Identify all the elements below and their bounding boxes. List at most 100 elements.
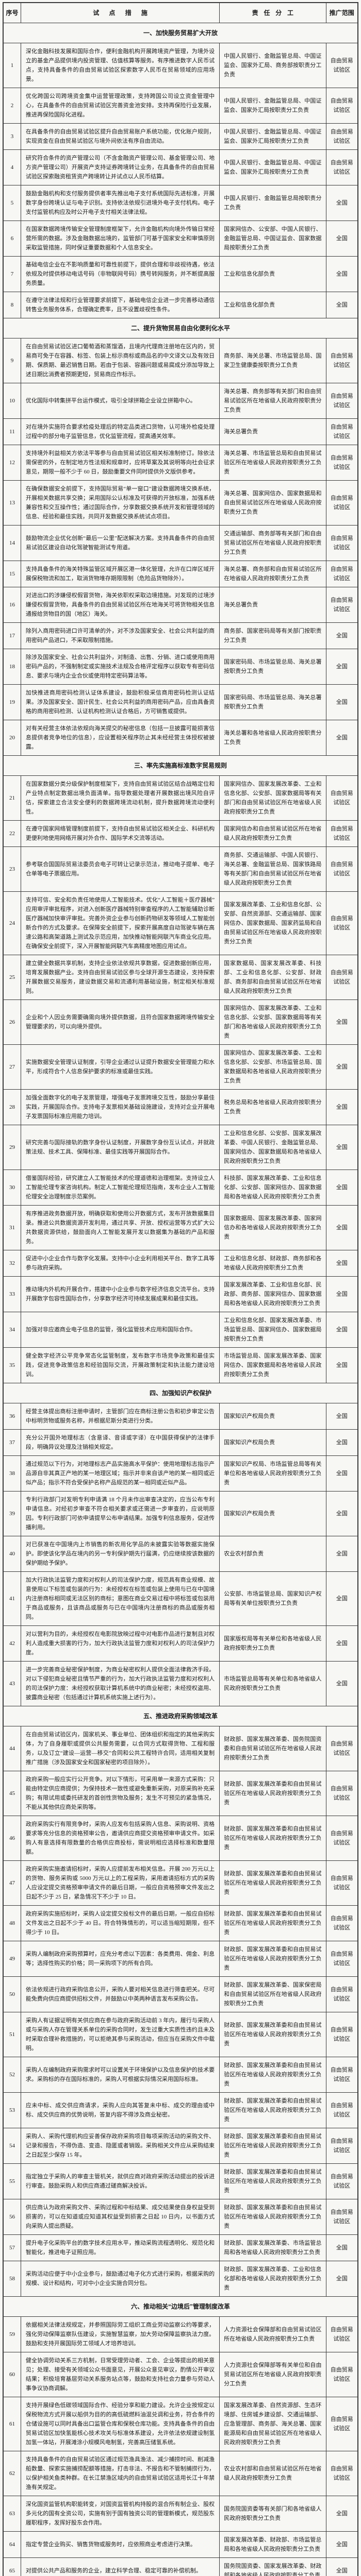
responsibility-cell: 中国人民银行、金融监管总局、中国证监会、国家外汇局按职责分工负责	[220, 150, 326, 185]
responsibility-cell: 商务部、海关总署、市场监管总局、国家卫生健康委按职责分工负责	[220, 338, 326, 383]
row-number: 47	[3, 1861, 21, 1906]
row-number: 22	[3, 821, 21, 847]
scope-cell: 全国	[326, 685, 358, 720]
scope-cell: 全国	[326, 1125, 358, 1170]
responsibility-cell: 海关总署、商务部和自由贸易试验区所在地省级人民政府按职责分工负责	[220, 561, 326, 587]
scope-cell: 全国	[326, 1206, 358, 1250]
row-number: 14	[3, 526, 21, 561]
measure-cell: 对进出口的涉嫌侵权假冒货物，海关依职权采取边境措施。对发现的过境涉嫌侵权假冒货物…	[21, 587, 219, 623]
section-title: 五、推进政府采购领域改革	[3, 1706, 358, 1726]
scope-cell: 自由贸易试验区	[326, 587, 358, 623]
measure-cell: 加强全面数字化的电子发票管理，增强电子发票跨境交互性，鼓励分享最佳实践，开展国际…	[21, 1090, 219, 1125]
scope-cell: 全国	[326, 649, 358, 685]
scope-cell: 自由贸易试验区	[326, 526, 358, 561]
row-number: 11	[3, 419, 21, 445]
responsibility-cell: 财政部、国家发展改革委和自由贸易试验区所在地省级人民政府按职责分工负责	[220, 2012, 326, 2057]
measure-cell: 在国家数据跨境传输安全管理制度框架下，允许金融机构向境外传输日常经营所需的数据。…	[21, 221, 219, 257]
scope-cell: 全国	[326, 1277, 358, 1312]
scope-cell: 自由贸易试验区	[326, 2012, 358, 2057]
section-title: 二、提升货物贸易自由化便利化水平	[3, 318, 358, 338]
row-number: 55	[3, 2164, 21, 2199]
measure-cell: 经营主体提出商标注册申请时，主管部门应在商标注册公告和初步审定公告中标明货物或服…	[21, 1403, 219, 1430]
responsibility-cell: 国家知识产权局、市场监管总局等有关单位和各地省级人民政府按职责分工负责	[220, 1456, 326, 1492]
responsibility-cell: 财政部、国家发展改革委和自由贸易试验区所在地省级人民政府按职责分工负责	[220, 2199, 326, 2235]
responsibility-cell: 中国人民银行、金融监管总局、中国证监会、国家外汇局按职责分工负责	[220, 88, 326, 124]
row-number: 53	[3, 2093, 21, 2128]
row-number: 65	[3, 2558, 21, 2576]
measure-cell: 依据相关法律法规规定，并参照国际劳工组织工商业劳动监察公约等要求，强化劳动保障监…	[21, 2317, 219, 2352]
row-number: 51	[3, 2012, 21, 2057]
row-number: 42	[3, 1626, 21, 1662]
row-number: 23	[3, 847, 21, 892]
responsibility-cell: 财政部、国家发展改革委和自由贸易试验区所在地省级人民政府按职责分工负责	[220, 1906, 326, 1941]
responsibility-cell: 工业和信息化部、国家发展改革委、市场监管总局、国家网信办、国家数据局按职责分工负…	[220, 1312, 326, 1348]
responsibility-cell: 国家密码局、市场监管总局、海关总署按职责分工负责	[220, 649, 326, 685]
row-number: 6	[3, 221, 21, 257]
scope-cell: 全国	[326, 2558, 358, 2576]
header-row: 序号 试点措施 责任分工 推广范围	[3, 3, 358, 23]
scope-cell: 自由贸易试验区	[326, 955, 358, 1000]
measure-cell: 研究符合条件的资产管理公司（不含金融资产管理公司、基金管理公司、地方资产管理公司…	[21, 150, 219, 185]
scope-cell: 全国	[326, 2261, 358, 2297]
row-number: 59	[3, 2317, 21, 2352]
measure-cell: 政府采购实施邀请招标时，采购人应提前发布相关信息。开展 200 万元以上的货物、…	[21, 1861, 219, 1906]
row-number: 20	[3, 720, 21, 756]
responsibility-cell: 国家密码局、市场监管总局、海关总署按职责分工负责	[220, 685, 326, 720]
scope-cell: 自由贸易试验区	[326, 1977, 358, 2012]
row-number: 9	[3, 338, 21, 383]
section-header-row: 五、推进政府采购领域改革	[3, 1706, 358, 1726]
section-header-row: 二、提升货物贸易自由化便利化水平	[3, 318, 358, 338]
row-number: 15	[3, 561, 21, 587]
responsibility-cell: 国家网信办、国家发展改革委、工业和信息化部、公安部、市场监管总局、国家数据局和各…	[220, 1045, 326, 1090]
row-number: 21	[3, 776, 21, 821]
responsibility-cell: 市场监管总局、国家发展改革委、国家网信办、国家数据局和各地省级人民政府按职责分工…	[220, 1348, 326, 1383]
section-title: 六、推动相关“边境后”管理制度改革	[3, 2297, 358, 2317]
measure-cell: 提升电子化采购平台的数字技术应用水平，推动采购流程透明化、规范化和智能化，推进电…	[21, 2235, 219, 2261]
row-number: 50	[3, 1977, 21, 2012]
scope-cell: 全国	[326, 1403, 358, 1430]
responsibility-cell: 国家网信办、公安部、中国人民银行、金融监管总局、中国证监会、国家数据局按职责分工…	[220, 221, 326, 257]
scope-cell: 全国	[326, 292, 358, 318]
row-number: 36	[3, 1403, 21, 1430]
measure-cell: 采购人、采购代理机构应妥善保存政府采购项目每项采购活动的采购文件、记录和报告，不…	[21, 2128, 219, 2164]
measure-cell: 充分公开国外地理标志（含意译、音译或字译）在中国获得保护的法律手段，明确异议处理…	[21, 1430, 219, 1456]
row-number: 12	[3, 445, 21, 481]
responsibility-cell: 财政部、国家发展改革委和自由贸易试验区所在地省级人民政府按职责分工负责	[220, 1861, 326, 1906]
scope-cell: 自由贸易试验区	[326, 2057, 358, 2093]
row-number: 44	[3, 1726, 21, 1771]
row-number: 48	[3, 1906, 21, 1941]
measure-cell: 在自由贸易试验区进口葡萄酒和蒸馏酒，且境内代理商注册地在区内的，贸易商可免于在容…	[21, 338, 219, 383]
responsibility-cell: 财政部、国家发展改革委、市场监管总局和各地省级人民政府按职责分工负责	[220, 2235, 326, 2261]
responsibility-cell: 国务院国资委、国家发展改革委、财政部和各地省级人民政府按职责分工负责	[220, 2558, 326, 2576]
scope-cell: 自由贸易试验区	[326, 821, 358, 847]
section-title: 三、率先实施高标准数字贸易规则	[3, 756, 358, 776]
scope-cell: 自由贸易试验区	[326, 1726, 358, 1771]
measure-cell: 研究完善与国际接轨的数字身份认证制度，开展数字身份互认试点，并就政策法规、技术工…	[21, 1125, 219, 1170]
responsibility-cell: 国家网信办、国家发展改革委、工业和信息化部、公安部、国家数据局等有关部门和各地省…	[220, 1000, 326, 1045]
row-number: 49	[3, 1941, 21, 1977]
responsibility-cell: 工业和信息化部负责	[220, 292, 326, 318]
row-number: 16	[3, 587, 21, 623]
scope-cell: 全国	[326, 185, 358, 221]
scope-cell: 自由贸易试验区	[326, 1861, 358, 1906]
